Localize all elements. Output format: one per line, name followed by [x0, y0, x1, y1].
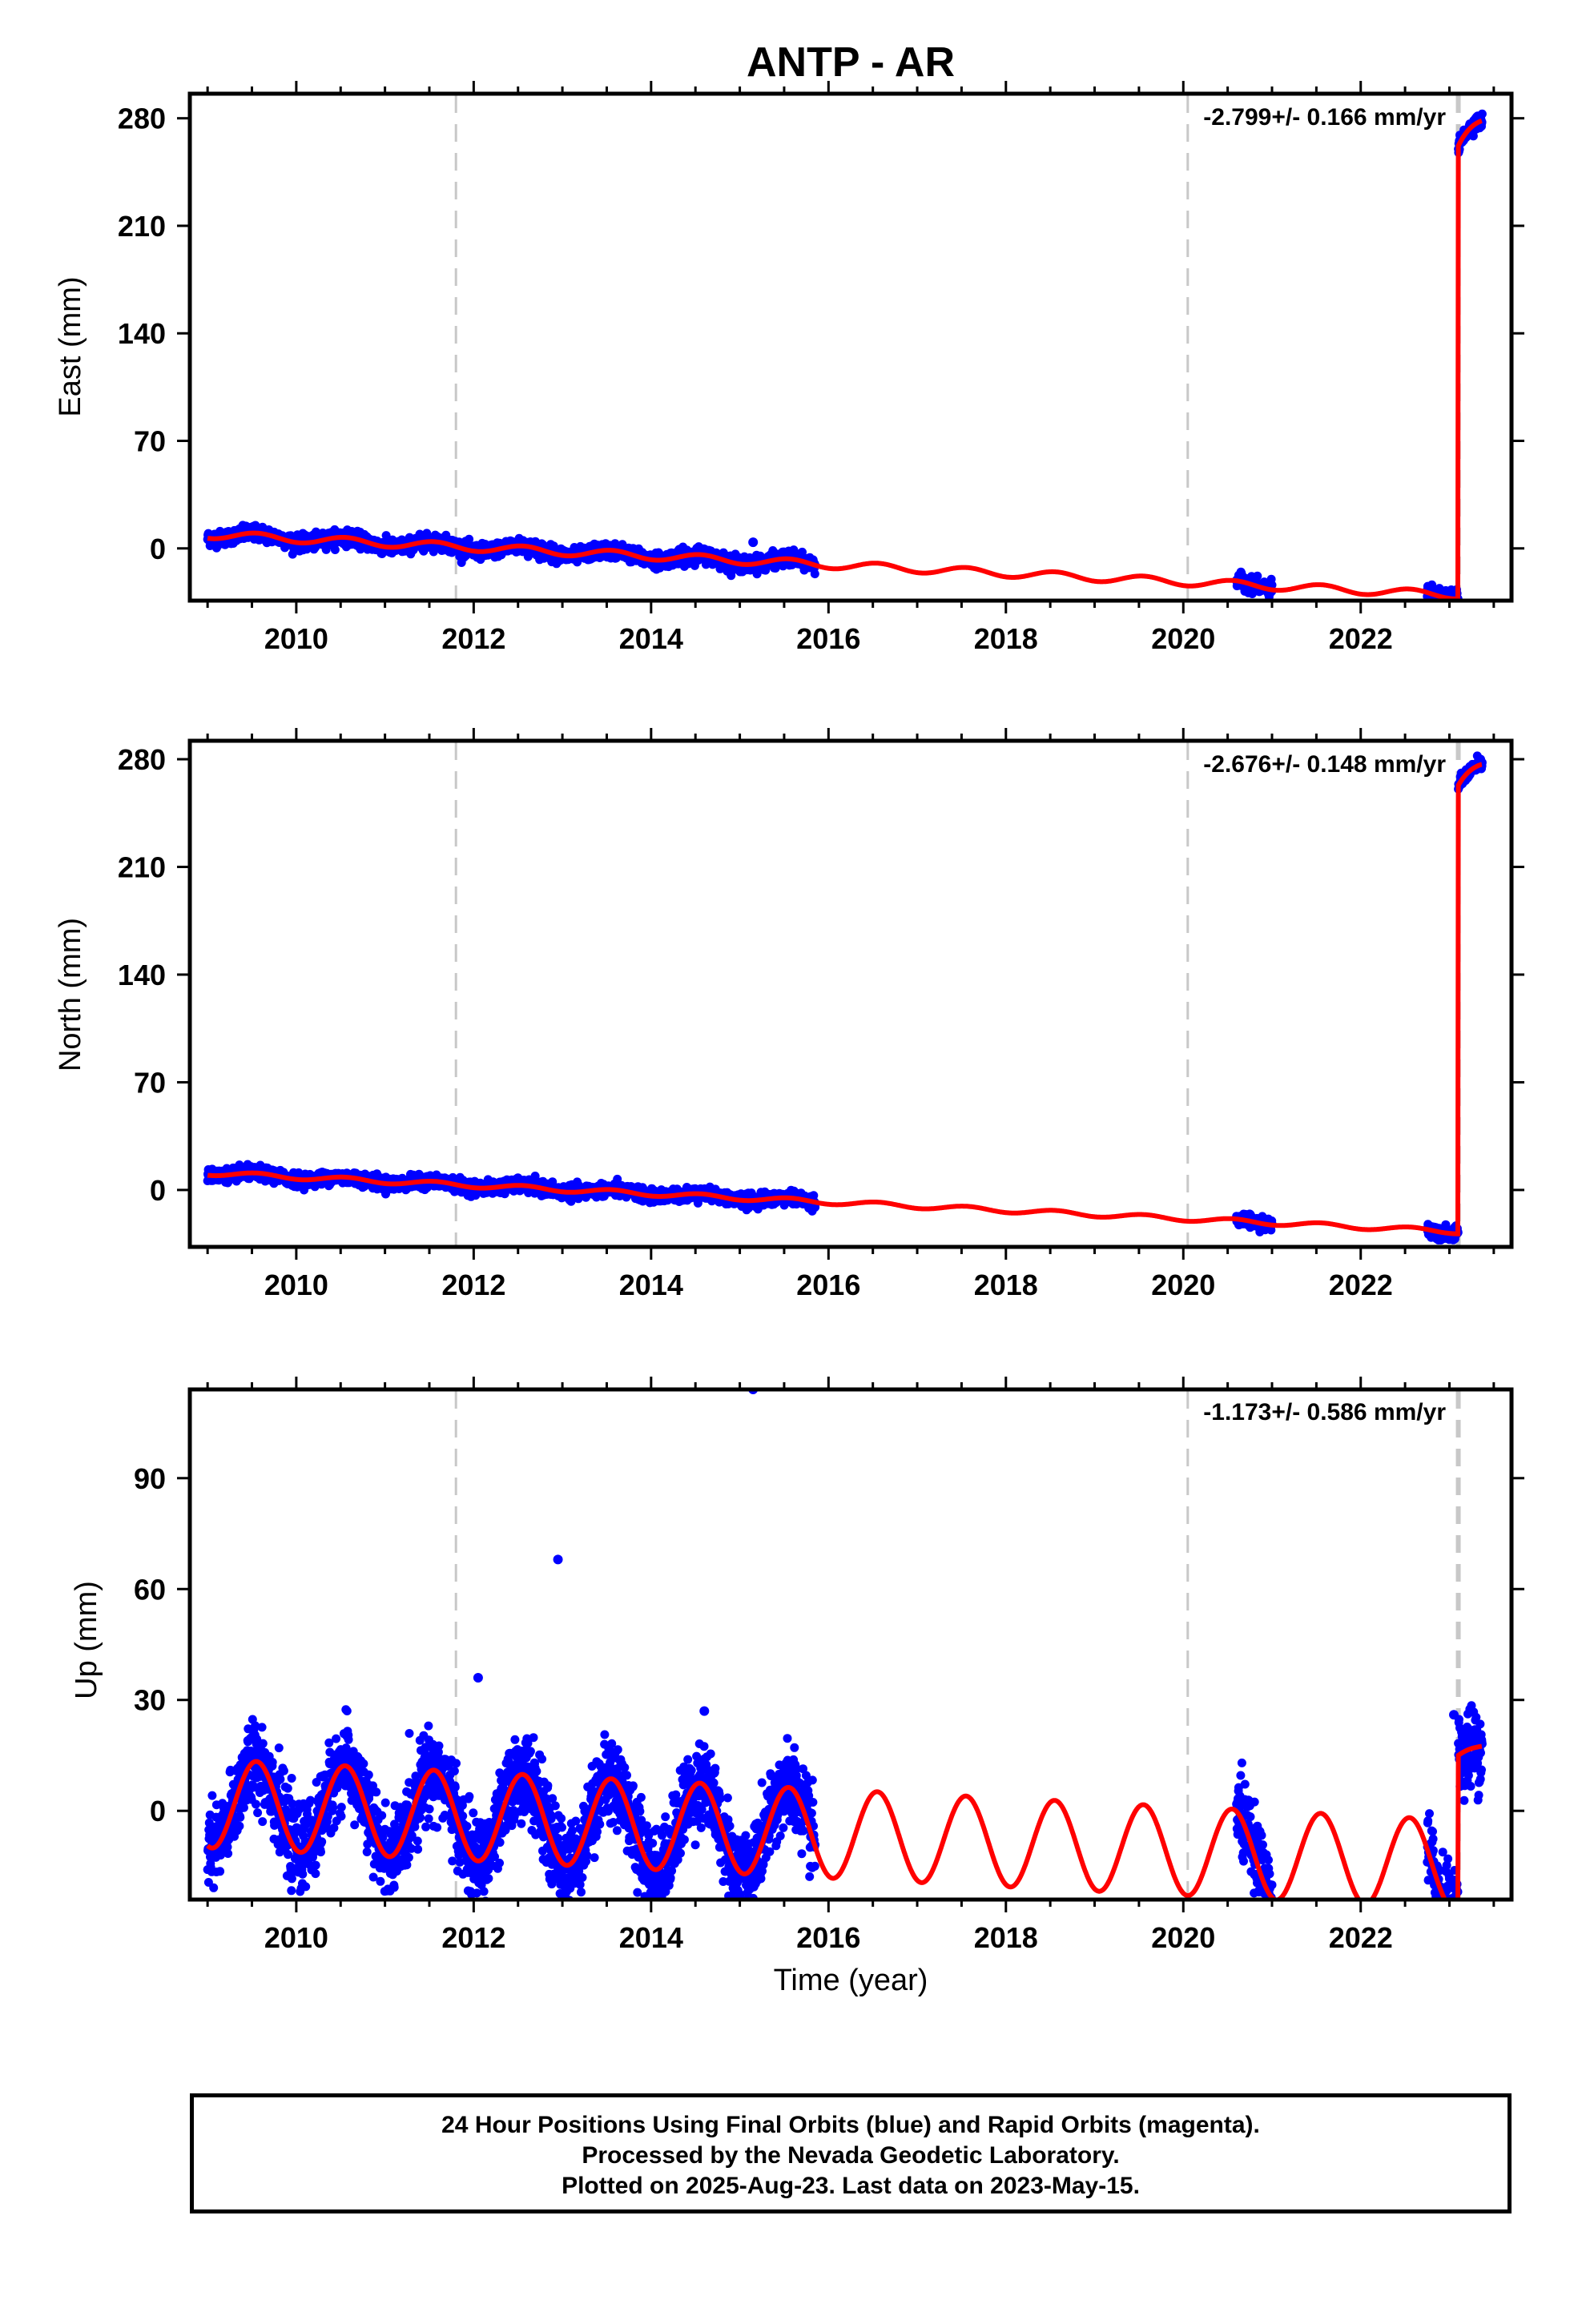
north-data-points [203, 751, 1487, 1244]
east-x-tick-label: 2016 [796, 622, 860, 655]
east-x-tick-label: 2020 [1151, 622, 1215, 655]
north-panel: -2.676+/- 0.148 mm/yr North (mm) 2010 201… [54, 728, 1524, 1301]
east-y-tick-label: 70 [134, 425, 166, 458]
east-data-point [810, 569, 819, 579]
east-x-tick-label: 2018 [974, 622, 1038, 655]
east-rate-label: -2.799+/- 0.166 mm/yr [1203, 104, 1446, 131]
east-y-tick-label: 280 [118, 103, 166, 135]
east-x-tick-label: 2022 [1329, 622, 1393, 655]
east-x-tick-label: 2010 [264, 622, 328, 655]
east-model-line [207, 118, 1483, 601]
east-panel: -2.799+/- 0.166 mm/yr East (mm) 2010 2012… [54, 81, 1524, 655]
east-x-tick-label: 2012 [441, 622, 505, 655]
east-data-point [1477, 109, 1487, 119]
north-rate-label: -2.676+/- 0.148 mm/yr [1203, 751, 1446, 778]
east-data-point [1451, 602, 1459, 611]
east-y-tick-label: 140 [118, 317, 166, 350]
east-y-tick-label: 0 [150, 533, 166, 565]
east-x-tick-label: 2014 [619, 622, 683, 655]
east-outlier-point [748, 537, 759, 548]
east-plot-frame [187, 91, 1514, 603]
east-data-points [203, 109, 1487, 611]
east-y-axis-label: East (mm) [54, 276, 87, 416]
east-y-tick-label: 210 [118, 210, 166, 243]
north-y-axis-label: North (mm) [54, 918, 87, 1072]
east-data-point [330, 545, 340, 554]
chart-title: ANTP - AR [747, 39, 955, 86]
east-data-point [465, 534, 474, 544]
east-data-point [381, 531, 391, 541]
